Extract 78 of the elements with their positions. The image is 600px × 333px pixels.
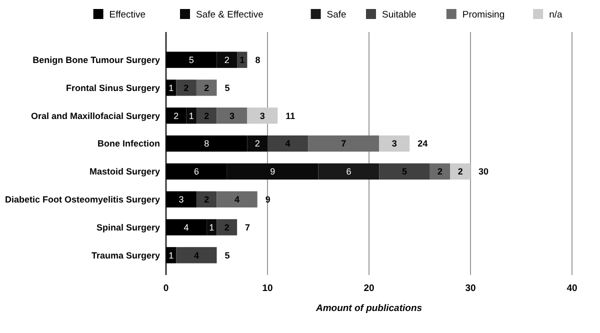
- data-label: 2: [204, 82, 210, 93]
- total-label: 5: [224, 82, 230, 93]
- bar: [216, 219, 238, 236]
- data-label: 2: [224, 222, 230, 232]
- bar: [450, 163, 470, 180]
- data-label: 2: [458, 166, 463, 177]
- bar: [166, 80, 176, 96]
- y-tick-label: Benign Bone Tumour Surgery: [32, 54, 160, 65]
- total-label: 5: [224, 250, 230, 260]
- data-label: 5: [188, 54, 194, 65]
- legend-label: Promising: [462, 9, 505, 20]
- legend-label: Safe & Effective: [196, 9, 264, 20]
- data-label: 1: [188, 110, 194, 121]
- legend-label: Suitable: [382, 9, 416, 20]
- total-label: 11: [286, 110, 296, 121]
- bar: [196, 80, 217, 96]
- data-label: 3: [260, 110, 265, 121]
- x-tick-label: 20: [364, 283, 374, 294]
- bar: [166, 247, 176, 264]
- y-tick-label: Frontal Sinus Surgery: [66, 82, 160, 93]
- total-label: 7: [245, 222, 250, 232]
- data-label: 9: [270, 166, 276, 177]
- x-tick-label: 0: [163, 283, 169, 294]
- y-tick-label: Diabetic Foot Osteomyelitis Surgery: [4, 194, 160, 205]
- y-tick-label: Trauma Surgery: [91, 250, 160, 260]
- bar: [430, 163, 450, 180]
- data-label: 4: [194, 250, 199, 260]
- y-tick-label: Oral and Maxillofacial Surgery: [30, 110, 160, 121]
- data-label: 6: [194, 166, 199, 177]
- x-tick-label: 30: [465, 283, 476, 294]
- data-label: 1: [168, 250, 174, 260]
- x-tick-label: 40: [566, 283, 578, 294]
- bar: [176, 247, 217, 264]
- data-label: 4: [184, 222, 189, 232]
- total-label: 24: [418, 138, 428, 149]
- x-axis-title: Amount of publications: [314, 303, 422, 314]
- data-label: 5: [402, 166, 408, 177]
- data-label: 3: [229, 110, 234, 121]
- bar: [247, 108, 278, 124]
- data-label: 1: [209, 222, 214, 232]
- total-label: 8: [255, 54, 260, 65]
- bar: [216, 191, 258, 208]
- bar: [379, 135, 410, 152]
- y-tick-label: Bone Infection: [98, 138, 160, 149]
- data-label: 2: [438, 166, 443, 177]
- total-label: 9: [265, 194, 270, 205]
- legend-label: Safe: [326, 9, 346, 20]
- data-label: 2: [204, 110, 210, 121]
- data-label: 3: [392, 138, 397, 149]
- bar: [196, 191, 217, 208]
- y-tick-label: Mastoid Surgery: [89, 166, 160, 177]
- data-label: 2: [184, 82, 189, 93]
- bar: [176, 80, 196, 96]
- bar: [318, 163, 380, 180]
- bar: [196, 108, 217, 124]
- data-label: 2: [254, 138, 260, 149]
- data-label: 3: [178, 194, 184, 205]
- legend-label: n/a: [549, 9, 564, 20]
- legend-label: Effective: [109, 9, 146, 20]
- bar: [237, 52, 248, 68]
- bar: [379, 163, 430, 180]
- bar: [308, 135, 380, 152]
- data-label: 4: [285, 138, 290, 149]
- x-tick-label: 10: [262, 283, 273, 294]
- data-label: 1: [240, 54, 245, 65]
- data-label: 2: [204, 194, 210, 205]
- data-label: 2: [224, 54, 230, 65]
- bar: [166, 191, 196, 208]
- y-tick-label: Spinal Surgery: [96, 222, 160, 232]
- data-label: 8: [204, 138, 210, 149]
- bar: [268, 135, 308, 152]
- data-label: 1: [168, 82, 174, 93]
- data-label: 7: [341, 138, 346, 149]
- total-label: 30: [478, 166, 489, 177]
- data-label: 6: [346, 166, 352, 177]
- data-label: 2: [174, 110, 179, 121]
- bar: [216, 108, 248, 124]
- data-label: 4: [234, 194, 240, 205]
